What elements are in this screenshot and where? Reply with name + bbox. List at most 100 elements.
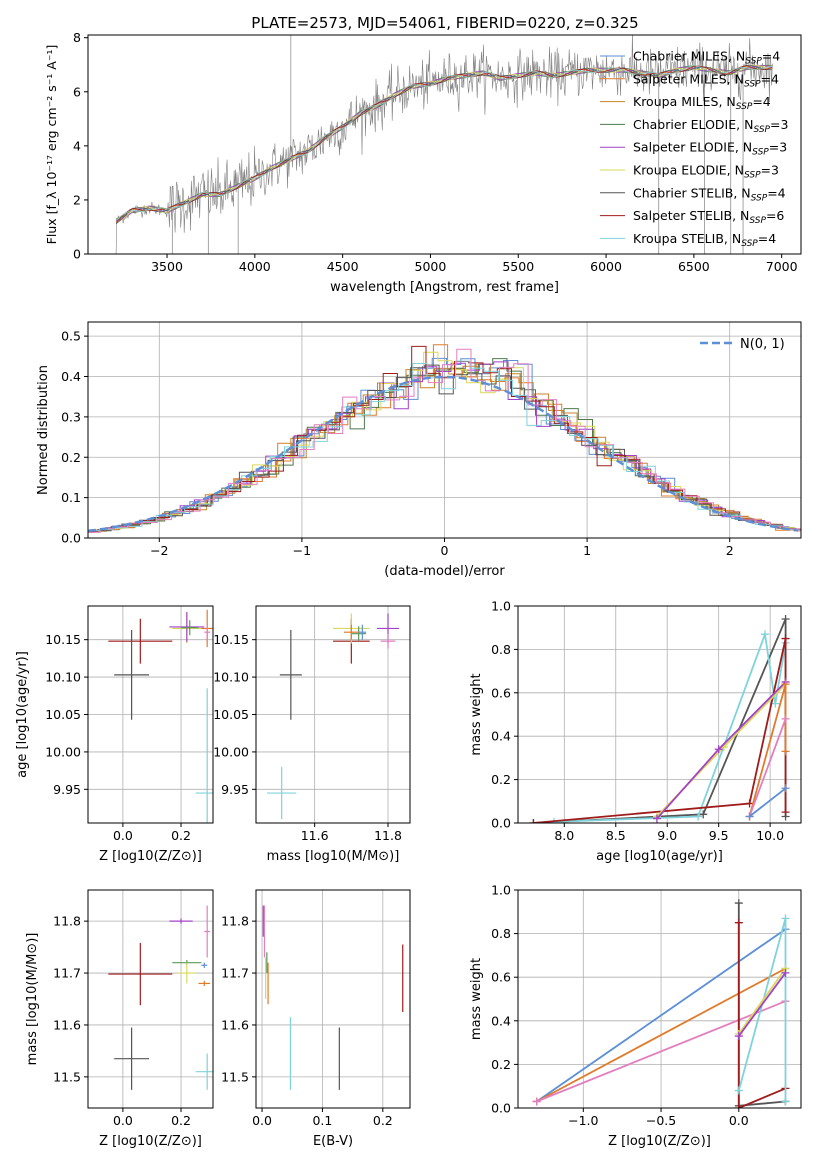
x-tick-label: 8.5	[606, 828, 626, 843]
normal-distribution-curve	[88, 375, 799, 533]
legend-entry: Kroupa STELIB, NSSP=4	[633, 231, 776, 249]
x-tick-label: 0.2	[171, 828, 191, 843]
age_vs_Z-plot-area	[108, 609, 213, 823]
mass_vs_EBV-panel: 0.0 0.1 0.2 11.5 11.6 11.7 11.8 E(B-V)	[221, 889, 411, 1149]
y-tick-label: 0.0	[491, 816, 511, 831]
y-tick-label: 10.10	[45, 670, 81, 685]
y-tick-label: 2	[73, 192, 81, 207]
y-axis-label: Normed distribution	[36, 365, 51, 495]
y-tick-label: 10.10	[213, 670, 249, 685]
mass-weight-marker	[652, 814, 661, 823]
mass-weight-line	[738, 972, 787, 1037]
legend-entry: Chabrier STELIB, NSSP=4	[633, 185, 786, 203]
x-axis-label: age [log10(age/yr)]	[596, 849, 723, 864]
charts-layer: 3500 4000 4500 5000 5500 6000 6500 7000 0 2 4 6 8 wav…	[15, 30, 802, 1149]
y-tick-label: 11.6	[53, 1017, 81, 1032]
spectrum-plot-area	[115, 35, 774, 254]
x-tick-label: 8.0	[554, 828, 574, 843]
mass-weight-line	[737, 922, 786, 1108]
weight_vs_age-panel: 8.0 8.5 9.0 9.5 10.0 0.0 0.2 0.4 0.6 0.8 1.0 age [l…	[469, 599, 802, 864]
mass-weight-marker	[734, 1086, 743, 1095]
y-tick-label: 0.2	[491, 1057, 511, 1072]
x-axis-label: Z [log10(Z/Z⊙)]	[99, 1134, 202, 1149]
x-tick-label: 6000	[590, 259, 622, 274]
y-axis-label: mass [log10(M/M⊙)]	[25, 933, 40, 1066]
x-tick-label: 0.2	[373, 1113, 393, 1128]
y-tick-label: 0.4	[61, 369, 81, 384]
legend-nssp: =3	[761, 163, 779, 178]
y-tick-label: 0.1	[61, 490, 81, 505]
y-tick-label: 11.5	[53, 1069, 81, 1084]
residual-histogram-line	[88, 344, 801, 533]
y-tick-label: 4	[73, 138, 81, 153]
x-axis-label: Z [log10(Z/Z⊙)]	[608, 1134, 711, 1149]
legend-entry: Salpeter STELIB, NSSP=6	[633, 208, 784, 226]
x-tick-label: 7000	[766, 259, 798, 274]
mass-weight-marker	[745, 812, 754, 821]
x-tick-label: 9.5	[709, 828, 729, 843]
mass-weight-line	[536, 967, 786, 1103]
x-tick-label: −0.5	[646, 1113, 676, 1128]
legend-nssp: =4	[767, 185, 785, 200]
mass-weight-marker	[771, 699, 780, 708]
mass_vs_Z-panel: 0.0 0.2 11.5 11.6 11.7 11.8 Z [log10(Z/Z⊙)] mas…	[25, 889, 214, 1149]
x-tick-label: −1.0	[568, 1113, 598, 1128]
y-tick-label: 0.6	[491, 685, 511, 700]
legend-entry: N(0, 1)	[740, 337, 785, 352]
y-tick-label: 0.6	[491, 970, 511, 985]
model-fit-line	[115, 64, 773, 222]
y-tick-label: 10.00	[213, 744, 249, 759]
mass-weight-marker	[734, 1104, 743, 1108]
legend-entry: Chabrier ELODIE, NSSP=3	[633, 117, 788, 135]
axes-frame	[517, 605, 802, 824]
x-axis-label: mass [log10(M/M⊙)]	[267, 849, 400, 864]
y-tick-label: 11.6	[221, 1017, 249, 1032]
y-tick-label: 10.15	[45, 632, 81, 647]
y-tick-label: 9.95	[221, 782, 249, 797]
legend-entry: Salpeter MILES, NSSP=4	[633, 71, 779, 89]
residual-histogram-line	[88, 348, 801, 533]
x-tick-label: 0.0	[729, 1113, 749, 1128]
x-tick-label: 0.0	[252, 1113, 272, 1128]
legend-nssp: =4	[761, 71, 779, 86]
mass-weight-line	[533, 638, 787, 823]
legend-subscript: SSP	[736, 102, 753, 112]
legend-subscript: SSP	[753, 125, 770, 135]
axes-frame	[517, 889, 802, 1109]
mass_vs_Z-plot-area	[108, 905, 213, 1090]
model-fit-line	[115, 65, 773, 221]
x-axis-label: E(B-V)	[313, 1134, 353, 1149]
x-tick-label: 9.0	[657, 828, 677, 843]
mass-weight-marker	[781, 615, 790, 624]
x-tick-label: 0.2	[171, 1113, 191, 1128]
mass-weight-marker	[781, 784, 790, 793]
y-axis-label: mass weight	[469, 673, 484, 755]
y-tick-label: 9.95	[53, 782, 81, 797]
x-tick-label: 5000	[415, 259, 447, 274]
x-axis-label: wavelength [Angstrom, rest frame]	[330, 280, 559, 295]
legend-subscript: SSP	[751, 193, 768, 203]
legend-entry: Salpeter ELODIE, NSSP=3	[633, 140, 787, 158]
x-tick-label: 6500	[678, 259, 710, 274]
y-tick-label: 0.2	[61, 450, 81, 465]
mass-weight-marker	[781, 914, 790, 923]
y-tick-label: 11.8	[53, 914, 81, 929]
x-tick-label: 11.8	[374, 828, 402, 843]
x-tick-label: 4000	[239, 259, 271, 274]
y-tick-label: 1.0	[491, 883, 511, 898]
legend-nssp: =4	[752, 94, 770, 109]
figure-title: PLATE=2573, MJD=54061, FIBERID=0220, z=0…	[251, 14, 638, 32]
axes-frame	[87, 34, 802, 255]
legend-subscript: SSP	[752, 148, 769, 158]
mass-weight-marker	[734, 1032, 743, 1041]
y-tick-label: 10.05	[213, 707, 249, 722]
axes-frame	[255, 889, 411, 1109]
legend-nssp: =4	[762, 49, 780, 64]
y-axis-label: mass weight	[469, 958, 484, 1040]
legend-nssp: =3	[769, 140, 787, 155]
mass-weight-marker	[694, 812, 703, 821]
legend-subscript: SSP	[744, 171, 761, 181]
legend-nssp: =3	[770, 117, 788, 132]
mass_vs_EBV-plot-area	[262, 905, 404, 1090]
